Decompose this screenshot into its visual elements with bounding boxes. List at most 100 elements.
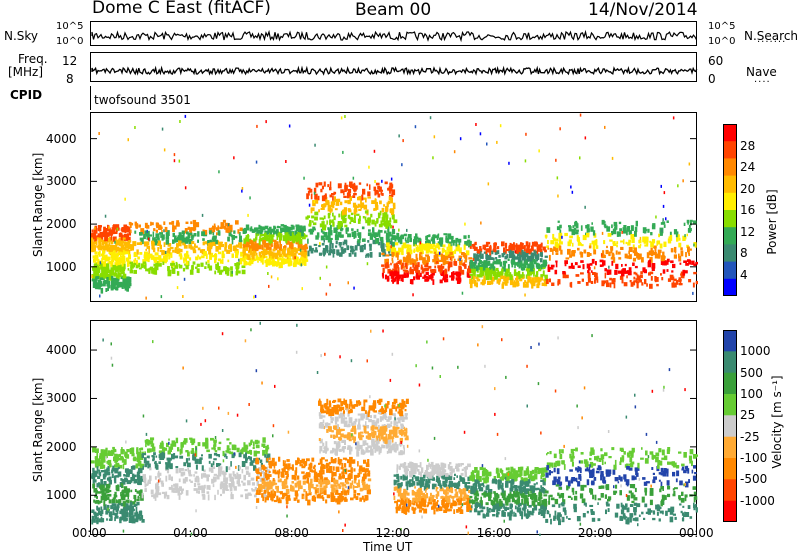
velocity-panel-band-2 bbox=[255, 456, 372, 506]
velocity-colorbar bbox=[723, 330, 737, 522]
power-colorbar bbox=[723, 124, 737, 296]
power-colorbar-swatch-4 bbox=[723, 192, 737, 211]
power-colorbar-swatch-6 bbox=[723, 227, 737, 245]
freq-tick-top: 12 bbox=[62, 54, 78, 68]
power-colorbar-tick-2: 20 bbox=[740, 181, 756, 196]
nave-tick-top: 60 bbox=[708, 54, 724, 68]
velocity-ytick-3: 4000 bbox=[46, 343, 77, 358]
x-tick-6: 00:00 bbox=[679, 526, 714, 540]
power-ytick-2: 3000 bbox=[46, 174, 77, 189]
nsearch-legend-dots: ······· bbox=[757, 37, 787, 48]
velocity-ytick-1: 2000 bbox=[46, 439, 77, 454]
velocity-panel bbox=[90, 320, 698, 536]
power-colorbar-scale bbox=[723, 124, 737, 296]
power-ytick-1: 2000 bbox=[46, 217, 77, 232]
freq-unit-label: [MHz] bbox=[8, 65, 44, 79]
nsky-label: N.Sky bbox=[4, 29, 39, 43]
velocity-colorbar-swatch-1 bbox=[723, 351, 737, 374]
velocity-colorbar-tick-5: -100 bbox=[740, 451, 768, 465]
power-colorbar-swatch-9 bbox=[723, 278, 737, 296]
cpid-label: CPID bbox=[10, 88, 43, 102]
velocity-panel-band-4 bbox=[393, 461, 473, 515]
velocity-panel-band-1 bbox=[141, 437, 271, 501]
nsky-tick-top: 10^5 bbox=[56, 21, 84, 32]
power-colorbar-tick-5: 8 bbox=[740, 246, 748, 260]
nave-label: Nave bbox=[746, 65, 777, 79]
x-tick-5: 20:00 bbox=[577, 526, 613, 540]
date-title: 14/Nov/2014 bbox=[588, 0, 698, 20]
x-axis-label: Time UT bbox=[363, 540, 413, 554]
power-panel-band-4 bbox=[381, 232, 473, 285]
power-colorbar-swatch-3 bbox=[723, 175, 737, 194]
freq-label: Freq. bbox=[18, 52, 48, 66]
velocity-heatmap bbox=[91, 321, 698, 536]
power-ytick-3: 4000 bbox=[46, 131, 77, 146]
velocity-colorbar-tick-4: -25 bbox=[740, 429, 760, 444]
power-colorbar-tick-4: 12 bbox=[740, 224, 756, 239]
nsearch-tick-bottom: 10^0 bbox=[708, 36, 736, 47]
x-tick-1: 04:00 bbox=[173, 526, 208, 540]
power-colorbar-tick-0: 28 bbox=[740, 138, 756, 153]
cpid-value: twofsound 3501 bbox=[94, 93, 191, 107]
x-tick-2: 08:00 bbox=[274, 526, 309, 540]
velocity-panel-band-0 bbox=[91, 446, 145, 525]
velocity-colorbar-label: Velocity [m s⁻¹] bbox=[770, 375, 784, 469]
velocity-colorbar-swatch-4 bbox=[723, 415, 737, 438]
velocity-colorbar-swatch-7 bbox=[723, 479, 737, 502]
velocity-ytick-0: 1000 bbox=[46, 488, 77, 503]
cpid-strip bbox=[90, 86, 697, 110]
power-colorbar-tick-3: 16 bbox=[740, 203, 756, 217]
power-ylabel: Slant Range [km] bbox=[31, 152, 45, 257]
nsky-trace bbox=[91, 29, 698, 43]
freq-line bbox=[91, 65, 698, 76]
velocity-panel-scatter bbox=[102, 321, 686, 536]
velocity-ylabel: Slant Range [km] bbox=[31, 377, 45, 482]
power-panel-band-0 bbox=[91, 224, 132, 294]
velocity-colorbar-swatch-6 bbox=[723, 458, 737, 480]
freq-tick-bottom: 8 bbox=[66, 72, 74, 86]
velocity-colorbar-tick-2: 100 bbox=[740, 387, 763, 401]
power-panel-band-2 bbox=[242, 224, 309, 269]
power-colorbar-swatch-0 bbox=[723, 124, 737, 142]
velocity-colorbar-tick-1: 500 bbox=[740, 365, 763, 380]
velocity-colorbar-tick-3: 25 bbox=[740, 408, 756, 423]
velocity-colorbar-swatch-0 bbox=[723, 330, 737, 352]
x-tick-4: 16:00 bbox=[476, 526, 512, 540]
velocity-colorbar-tick-0: 1000 bbox=[740, 344, 771, 359]
nave-legend-dots: ···· bbox=[754, 77, 771, 88]
power-colorbar-swatch-5 bbox=[723, 210, 737, 228]
velocity-colorbar-tick-6: -500 bbox=[740, 472, 768, 487]
beam-title: Beam 00 bbox=[355, 0, 432, 20]
power-panel-scatter bbox=[91, 113, 695, 300]
x-tick-3: 12:00 bbox=[375, 526, 411, 540]
power-panel bbox=[90, 112, 698, 302]
velocity-colorbar-scale bbox=[723, 330, 737, 522]
power-colorbar-swatch-1 bbox=[723, 141, 737, 159]
power-colorbar-swatch-7 bbox=[723, 244, 737, 263]
power-heatmap bbox=[91, 113, 698, 300]
nsky-line bbox=[91, 29, 698, 43]
power-colorbar-tick-6: 4 bbox=[740, 267, 748, 282]
velocity-panel-band-3 bbox=[318, 398, 409, 457]
velocity-colorbar-swatch-3 bbox=[723, 394, 737, 416]
power-colorbar-label: Power [dB] bbox=[765, 189, 779, 255]
velocity-colorbar-tick-7: -1000 bbox=[740, 493, 775, 508]
station-title: Dome C East (fitACF) bbox=[92, 0, 271, 18]
freq-strip bbox=[90, 52, 698, 82]
power-colorbar-swatch-8 bbox=[723, 261, 737, 280]
velocity-colorbar-swatch-2 bbox=[723, 372, 737, 395]
velocity-colorbar-swatch-5 bbox=[723, 436, 737, 459]
power-ytick-0: 1000 bbox=[46, 259, 77, 274]
nsky-strip bbox=[90, 21, 698, 46]
velocity-ytick-2: 3000 bbox=[46, 391, 77, 406]
power-panel-band-5 bbox=[469, 241, 548, 289]
x-tick-0: 00:00 bbox=[72, 526, 107, 540]
power-panel-band-6 bbox=[544, 219, 698, 289]
nsearch-label: N.Search bbox=[744, 29, 799, 43]
nsky-tick-bottom: 10^0 bbox=[56, 36, 84, 47]
power-colorbar-tick-1: 24 bbox=[740, 160, 756, 174]
nsearch-tick-top: 10^5 bbox=[708, 21, 736, 32]
power-panel-band-1 bbox=[128, 219, 246, 277]
velocity-panel-band-6 bbox=[545, 447, 698, 526]
nave-tick-bottom: 0 bbox=[708, 72, 716, 86]
